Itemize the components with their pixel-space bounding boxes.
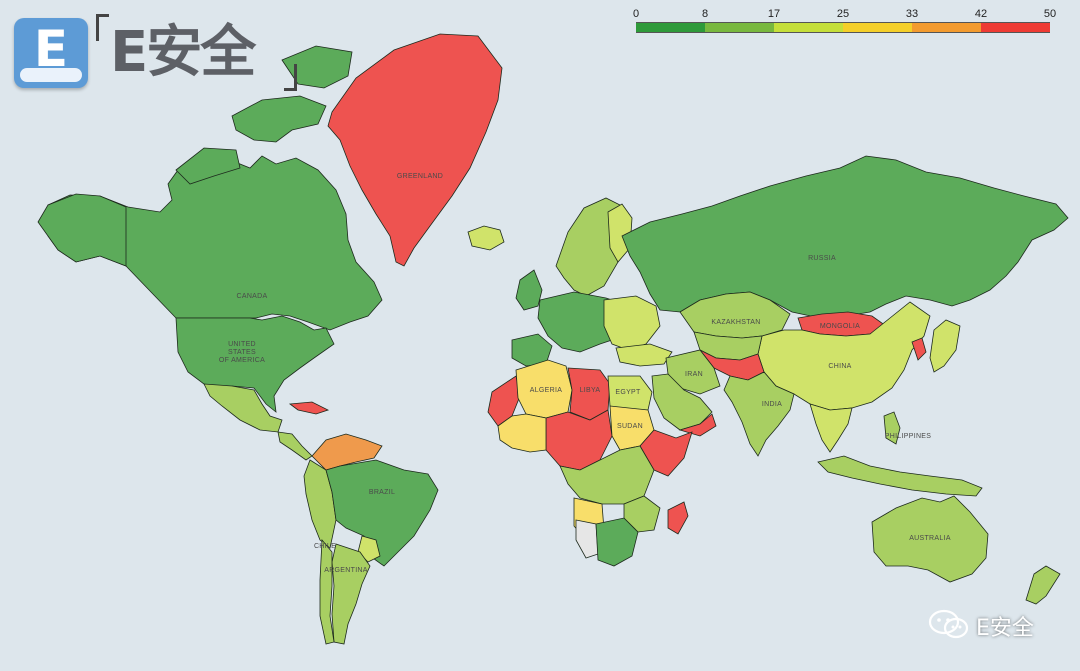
country-central-america[interactable] (277, 431, 313, 461)
label-argentina: ARGENTINA (324, 567, 368, 574)
brand-badge: E (14, 18, 88, 88)
legend-color-segment-2 (774, 22, 843, 33)
legend-tick-6: 50 (1043, 8, 1057, 20)
country-india[interactable] (723, 371, 795, 457)
color-scale-legend: 0 8 17 25 33 42 50 (632, 8, 1056, 34)
legend-color-segment-0 (636, 22, 705, 33)
label-russia: RUSSIA (808, 255, 836, 262)
country-indonesia[interactable] (817, 455, 983, 497)
country-madagascar[interactable] (667, 501, 689, 535)
label-algeria: ALGERIA (530, 387, 562, 394)
country-uk[interactable] (515, 269, 543, 311)
country-paraguay[interactable] (357, 535, 381, 563)
country-argentina[interactable] (331, 543, 371, 645)
country-chile[interactable] (319, 538, 335, 645)
label-brazil: BRAZIL (369, 489, 395, 496)
legend-tick-2: 17 (767, 8, 781, 20)
label-usa-line3: OF AMERICA (219, 357, 265, 364)
legend-color-segment-1 (705, 22, 774, 33)
country-turkey[interactable] (615, 343, 673, 367)
country-arabia[interactable] (651, 373, 713, 431)
country-philippines[interactable] (883, 411, 901, 445)
country-greenland[interactable] (327, 33, 503, 267)
country-australia[interactable] (871, 495, 989, 583)
legend-tick-5: 42 (974, 8, 988, 20)
country-korea[interactable] (911, 337, 927, 361)
country-eastern-europe[interactable] (603, 295, 661, 351)
label-sudan: SUDAN (617, 423, 643, 430)
label-china: CHINA (828, 363, 851, 370)
label-greenland: GREENLAND (397, 173, 443, 180)
legend-tick-1: 8 (701, 8, 709, 20)
country-mexico[interactable] (203, 383, 283, 433)
label-egypt: EGYPT (615, 389, 641, 396)
legend-tick-3: 25 (836, 8, 850, 20)
label-iran: IRAN (685, 371, 703, 378)
country-arctic-islands-2 (281, 45, 353, 89)
country-brazil[interactable] (325, 459, 439, 567)
country-japan[interactable] (929, 319, 961, 373)
country-new-zealand[interactable] (1025, 565, 1061, 605)
label-australia: AUSTRALIA (909, 535, 951, 542)
country-alaska[interactable] (37, 193, 127, 267)
bracket-open-icon (96, 14, 109, 41)
legend-color-segment-4 (912, 22, 981, 33)
legend-color-segment-3 (843, 22, 912, 33)
country-yemen[interactable] (678, 413, 717, 437)
legend-tick-0: 0 (632, 8, 640, 20)
country-iceland[interactable] (467, 225, 505, 251)
country-central-africa[interactable] (559, 445, 655, 505)
country-cuba[interactable] (288, 401, 330, 415)
country-west-coast[interactable] (497, 413, 547, 453)
watermark-text: E安全 (976, 616, 1034, 641)
label-india: INDIA (762, 401, 782, 408)
label-canada: CANADA (237, 293, 268, 300)
label-usa-line2: STATES (228, 349, 256, 356)
bracket-close-icon (284, 64, 297, 91)
brand-logo: E E安全 (14, 14, 314, 92)
brand-name: E安全 (110, 20, 256, 85)
label-philippines: PHILIPPINES (885, 433, 932, 440)
country-horn-of-africa[interactable] (639, 429, 693, 477)
wechat-icon (928, 609, 969, 639)
label-mongolia: MONGOLIA (820, 323, 860, 330)
country-namibia[interactable] (575, 519, 599, 559)
country-arctic-islands (231, 95, 327, 143)
label-kazakhstan: KAZAKHSTAN (711, 319, 760, 326)
country-east-africa[interactable] (623, 495, 661, 533)
country-arctic-islands-3 (175, 147, 241, 185)
label-chile: CHILE (314, 543, 336, 550)
label-libya: LIBYA (580, 387, 601, 394)
label-usa-line1: UNITED (228, 341, 256, 348)
country-southeast-asia[interactable] (809, 403, 853, 453)
legend-tick-4: 33 (905, 8, 919, 20)
country-sahel[interactable] (545, 409, 613, 471)
cloud-icon (20, 68, 82, 82)
legend-color-segment-5 (981, 22, 1050, 33)
